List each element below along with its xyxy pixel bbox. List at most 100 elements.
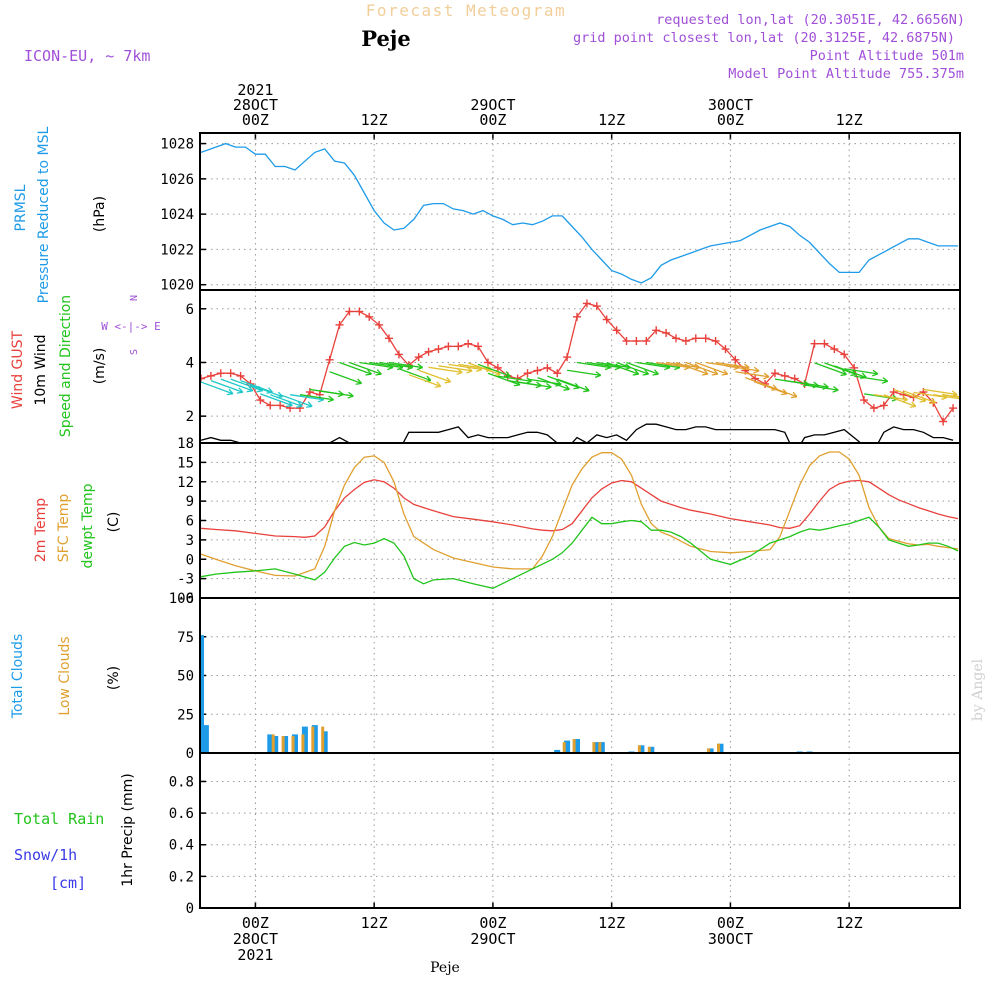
gust-point — [860, 396, 869, 405]
precip-panel: 0 0.2 0.4 0.6 0.8 — [169, 752, 961, 917]
precip-label-axis: 1hr Precip (mm) — [120, 773, 136, 886]
gust-point — [523, 369, 532, 378]
wind-ytick-label: 6 — [186, 302, 194, 318]
wind-arrow — [260, 393, 293, 408]
top-tick-label: 28OCT — [233, 96, 278, 114]
temperature-series-2 — [200, 516, 959, 589]
wind-arrow — [200, 381, 234, 396]
gust-point — [553, 369, 562, 378]
bottom-tick-label: 2021 — [237, 946, 273, 964]
wind-arrow — [270, 394, 303, 408]
temperature-ytick-label: -6 — [177, 591, 194, 607]
gust-point — [662, 328, 671, 337]
compass-s: S — [129, 349, 140, 355]
gust-point — [582, 299, 591, 308]
temperature-panel: -6 -3 0 3 6 9 12 15 18 — [177, 436, 961, 607]
gust-point — [949, 404, 958, 413]
temperature-ytick-label: 0 — [186, 552, 194, 568]
temp-label-2m: 2m Temp — [33, 498, 49, 562]
gust-point — [464, 339, 473, 348]
wind-arrow — [349, 361, 382, 376]
gust-point — [424, 347, 433, 356]
gust-point — [879, 401, 888, 410]
top-tick-label: 2021 — [237, 81, 273, 99]
pressure-ytick-label: 1026 — [160, 172, 194, 188]
wind-arrow — [952, 394, 960, 398]
clouds-bar — [564, 740, 571, 753]
bottom-tick-label: 12Z — [836, 914, 863, 932]
temperature-ytick-label: 6 — [186, 514, 194, 530]
bottom-tick-label: 00Z — [717, 914, 744, 932]
precip-ytick-label: 0.6 — [169, 806, 194, 822]
bottom-tick-label: 12Z — [361, 914, 388, 932]
temp-label-sfc: SFC Temp — [56, 494, 72, 563]
top-tick-label: 00Z — [717, 111, 744, 129]
wind-arrow — [279, 394, 313, 408]
footer-location: Peje — [430, 960, 460, 976]
wind-arrow — [339, 361, 372, 376]
clouds-bar — [707, 748, 714, 753]
gust-point — [335, 320, 344, 329]
temperature-plot-area — [200, 451, 959, 589]
temperature-ytick-label: 3 — [186, 533, 194, 549]
wind-label-gust: Wind GUST — [10, 330, 26, 409]
pressure-label-msl: Pressure Reduced to MSL — [36, 126, 52, 303]
gust-point — [266, 401, 275, 410]
wind-arrow — [754, 381, 788, 396]
chart-title: Forecast Meteogram — [366, 1, 566, 20]
gust-point — [612, 326, 621, 335]
clouds-bar — [598, 742, 602, 753]
pressure-label-unit: (hPa) — [92, 196, 108, 232]
gust-point — [236, 371, 245, 380]
clouds-bar — [717, 743, 724, 753]
temperature-series-1 — [200, 451, 959, 577]
top-tick-label: 12Z — [836, 111, 863, 129]
gust-point — [711, 337, 720, 345]
clouds-panel: 0 25 50 75 100 — [169, 591, 961, 762]
precip-label-rain: Total Rain — [14, 810, 104, 828]
precip-ytick-label: 0.8 — [169, 774, 194, 790]
wind-arrow — [883, 394, 917, 408]
gust-point — [434, 345, 443, 354]
clouds-bar — [301, 726, 308, 753]
model-altitude: Model Point Altitude 755.375m — [728, 66, 964, 82]
temperature-ytick-label: 12 — [177, 475, 194, 491]
gust-point — [790, 374, 799, 383]
clouds-ytick-label: 50 — [177, 669, 194, 685]
clouds-bar — [572, 739, 576, 753]
wind-ytick-label: 2 — [186, 409, 194, 425]
wind-arrow — [626, 361, 659, 376]
wind-arrow — [735, 371, 770, 380]
precip-ytick-label: 0 — [186, 901, 194, 917]
gust-point — [681, 337, 690, 345]
wind-arrow — [418, 369, 452, 384]
clouds-label-total: Total Clouds — [10, 634, 26, 719]
top-tick-label: 30OCT — [708, 96, 753, 114]
wind-label-unit: (m/s) — [92, 348, 108, 385]
gust-point — [256, 396, 265, 405]
gust-point — [889, 388, 898, 396]
gust-point — [939, 417, 948, 426]
clouds-bar — [267, 734, 274, 753]
wind-arrow — [388, 361, 424, 371]
requested-coords: requested lon,lat (20.3051E, 42.6656N) — [656, 12, 965, 28]
clouds-bar — [200, 635, 204, 753]
clouds-bar — [321, 726, 325, 753]
wind-arrow — [210, 379, 244, 394]
clouds-bar — [574, 739, 580, 753]
clouds-plot-area — [200, 635, 960, 753]
gust-point — [563, 353, 572, 362]
gust-point — [325, 355, 334, 364]
gust-point — [394, 350, 403, 359]
clouds-bar — [562, 742, 566, 753]
gust-point — [365, 312, 374, 321]
clouds-bar — [291, 736, 295, 753]
clouds-ytick-label: 75 — [177, 630, 194, 646]
wind-arrow — [319, 390, 354, 399]
gust-point — [810, 339, 819, 348]
clouds-bar — [647, 746, 651, 753]
gust-point — [691, 334, 700, 343]
